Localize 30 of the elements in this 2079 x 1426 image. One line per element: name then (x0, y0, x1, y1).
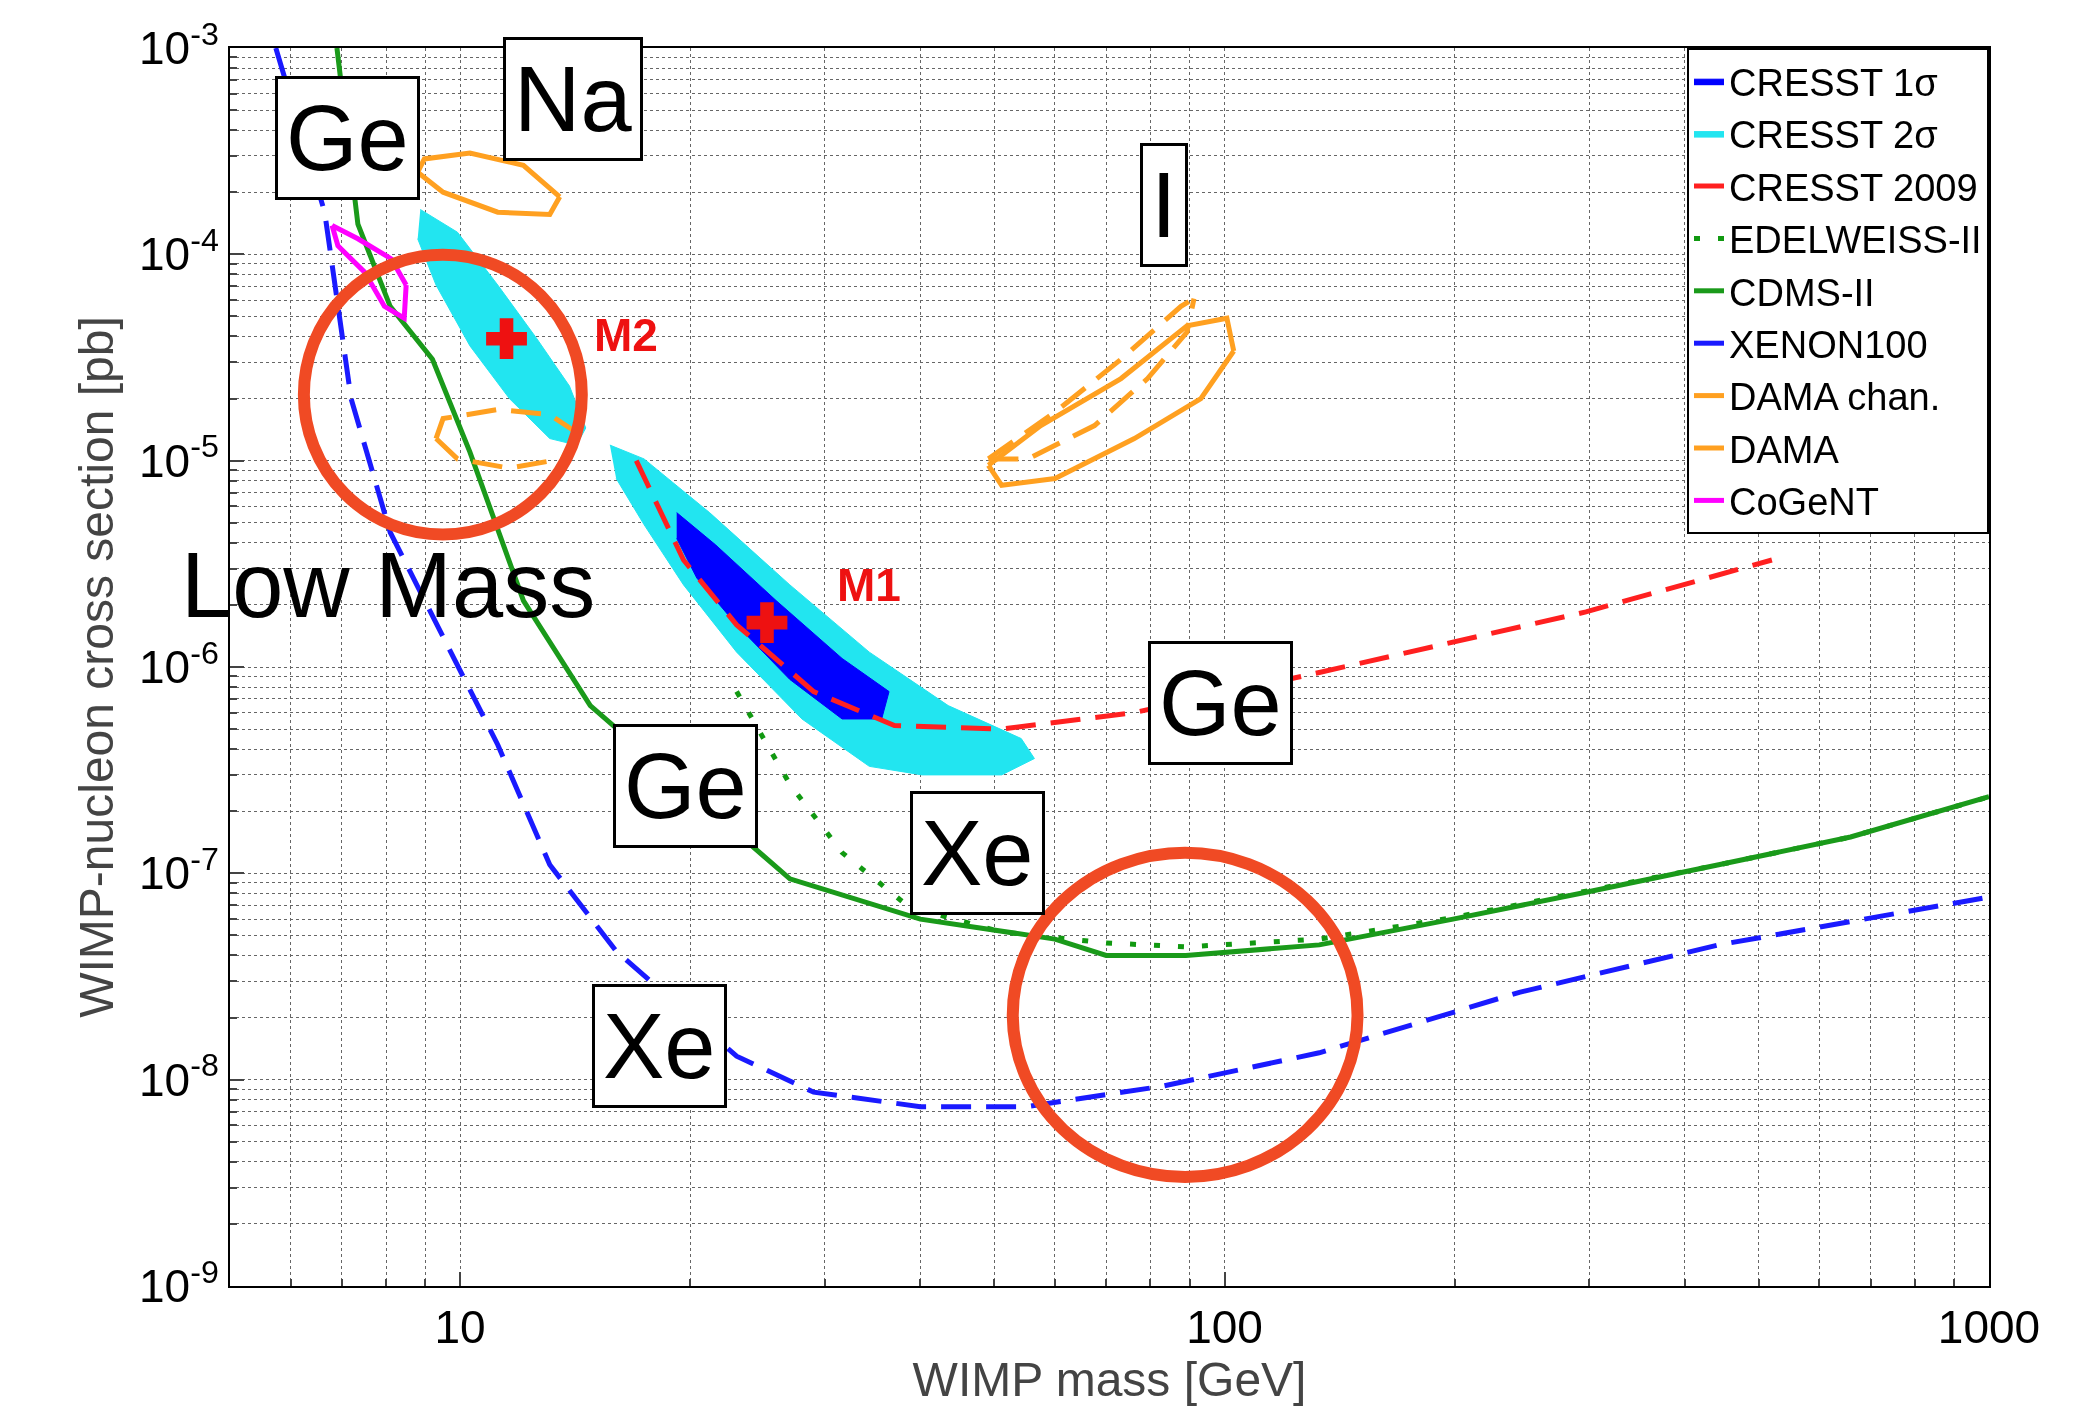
annotation: Ge (1159, 652, 1282, 754)
legend-label: CDMS-II (1729, 271, 1875, 314)
y-tick-label: 10$^{-4}$ (139, 222, 219, 281)
annotation: Ge (624, 735, 747, 837)
legend-label: CRESST 2σ (1729, 114, 1938, 157)
legend-label: DAMA (1729, 428, 1840, 471)
x-tick-label: 100 (1186, 1301, 1263, 1354)
annotation: Ge (286, 87, 409, 189)
legend-label: CRESST 1σ (1729, 62, 1938, 105)
x-tick-label: 10 (434, 1301, 486, 1354)
legend-label: DAMA chan. (1729, 376, 1941, 419)
legend-label: CRESST 2009 (1729, 166, 1978, 209)
legend-label: CoGeNT (1729, 481, 1879, 524)
annotation: Xe (603, 995, 716, 1097)
y-tick-label: 10$^{-5}$ (139, 428, 219, 487)
y-tick-label: 10$^{-6}$ (139, 634, 219, 694)
y-tick-label: 10$^{-7}$ (139, 841, 219, 900)
annotation: Xe (921, 802, 1034, 904)
annotation: I (1151, 154, 1177, 256)
y-tick-label: 10$^{-3}$ (139, 15, 219, 75)
legend-label: EDELWEISS-II (1729, 219, 1982, 262)
annotation: M2 (594, 309, 658, 361)
y-tick-label: 10$^{-9}$ (139, 1253, 219, 1313)
y-tick-label: 10$^{-8}$ (139, 1047, 219, 1106)
legend-label: XENON100 (1729, 324, 1928, 367)
x-axis-title: WIMP mass [GeV] (912, 1353, 1307, 1407)
x-tick-label: 1000 (1937, 1301, 2041, 1354)
annotation: M1 (837, 559, 901, 611)
y-axis-title: WIMP-nucleon cross section [pb] (70, 316, 124, 1018)
annotation: Na (514, 48, 633, 150)
